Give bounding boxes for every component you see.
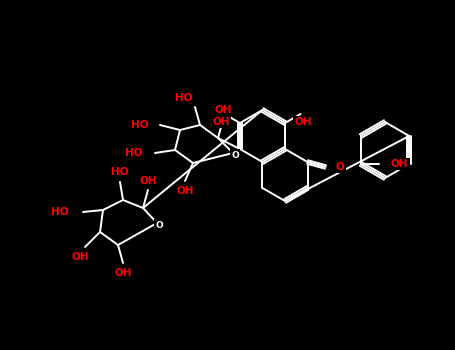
Text: HO: HO — [175, 93, 192, 103]
Text: HO: HO — [51, 207, 68, 217]
Text: O: O — [155, 220, 163, 230]
Text: O: O — [231, 150, 239, 160]
Text: OH: OH — [212, 117, 230, 127]
Text: HO: HO — [126, 148, 143, 158]
Text: OH: OH — [214, 105, 232, 115]
Text: HO: HO — [131, 120, 148, 130]
Text: OH: OH — [391, 159, 408, 169]
Text: OH: OH — [71, 252, 89, 262]
Text: O: O — [335, 162, 344, 172]
Text: OH: OH — [295, 117, 312, 127]
Text: OH: OH — [176, 186, 194, 196]
Text: HO: HO — [111, 167, 129, 177]
Text: OH: OH — [139, 176, 157, 186]
Text: OH: OH — [114, 268, 132, 278]
